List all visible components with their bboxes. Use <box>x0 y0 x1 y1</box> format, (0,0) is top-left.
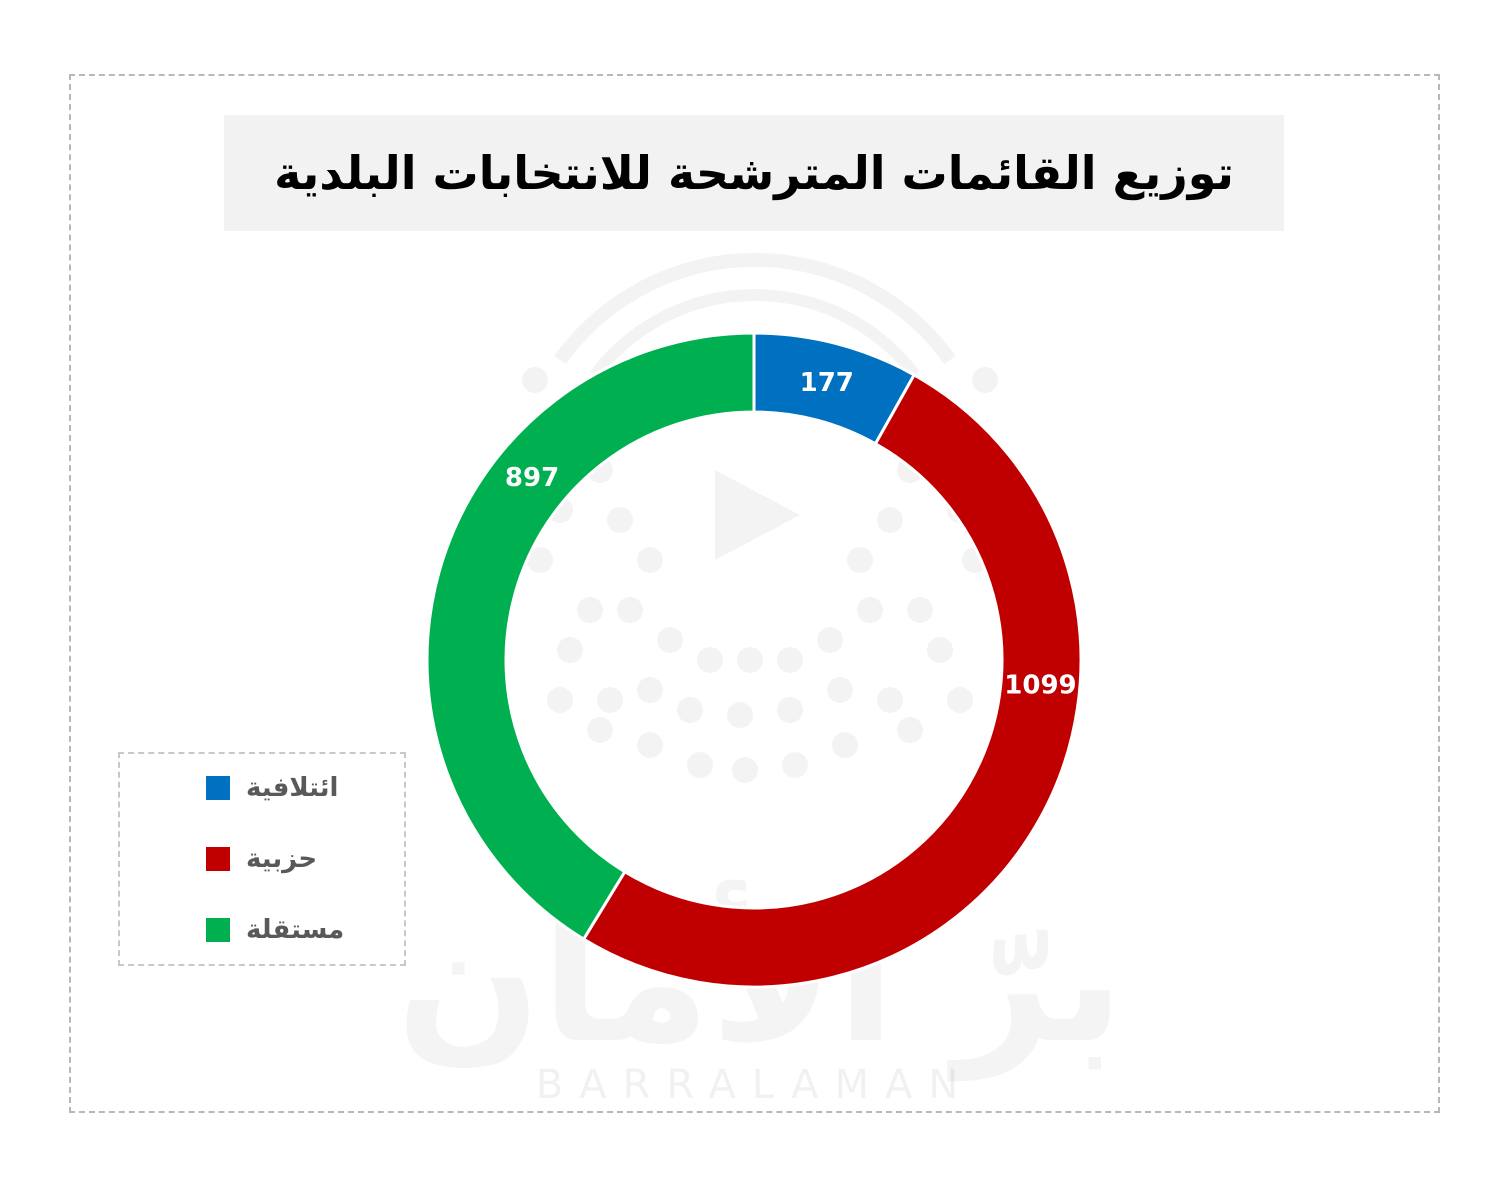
watermark-dot <box>777 647 803 673</box>
watermark-dot <box>737 647 763 673</box>
watermark-dot <box>732 757 758 783</box>
legend-item-independent: مستقلة <box>206 910 344 950</box>
watermark-dot <box>522 367 548 393</box>
watermark-dot <box>557 637 583 663</box>
watermark-dot <box>687 752 713 778</box>
data-label-independent: 897 <box>505 463 559 493</box>
legend-label-independent: مستقلة <box>246 915 345 945</box>
data-label-partisan: 1099 <box>1004 670 1076 700</box>
watermark-dot <box>877 507 903 533</box>
legend-swatch-partisan <box>206 847 230 871</box>
watermark-dot <box>607 507 633 533</box>
watermark-dot <box>832 732 858 758</box>
watermark-dot <box>577 597 603 623</box>
watermark-dot <box>907 597 933 623</box>
legend-label-partisan: حزبية <box>246 844 318 874</box>
watermark-dot <box>637 677 663 703</box>
chart-frame <box>69 74 1440 1113</box>
legend-label-coalition: ائتلافية <box>246 773 339 803</box>
watermark-dot <box>677 697 703 723</box>
watermark-brand-latin: BARRALAMAN <box>536 1062 975 1108</box>
watermark-dot <box>657 627 683 653</box>
watermark-dot <box>972 367 998 393</box>
watermark-dot <box>547 687 573 713</box>
watermark-dot <box>927 637 953 663</box>
legend-swatch-coalition <box>206 776 230 800</box>
legend-item-coalition: ائتلافية <box>206 768 338 808</box>
watermark-dot <box>847 547 873 573</box>
watermark-dot <box>637 732 663 758</box>
data-label-coalition: 177 <box>800 368 854 398</box>
watermark-dot <box>777 697 803 723</box>
watermark-dot <box>817 627 843 653</box>
watermark-dot <box>877 687 903 713</box>
watermark-dot <box>597 687 623 713</box>
watermark-dot <box>727 702 753 728</box>
watermark-dot <box>637 547 663 573</box>
watermark-dot <box>697 647 723 673</box>
watermark-dot <box>827 677 853 703</box>
watermark-dot <box>897 717 923 743</box>
legend-swatch-independent <box>206 918 230 942</box>
watermark-dot <box>587 717 613 743</box>
donut-slice-partisan <box>581 372 1083 989</box>
watermark-dot <box>947 687 973 713</box>
chart-title: توزيع القائمات المترشحة للانتخابات البلد… <box>274 146 1234 200</box>
watermark-dot <box>527 547 553 573</box>
watermark-dot <box>857 597 883 623</box>
legend-item-partisan: حزبية <box>206 839 317 879</box>
donut-slice-independent <box>425 331 756 942</box>
watermark-dot <box>782 752 808 778</box>
watermark-dot <box>617 597 643 623</box>
title-banner: توزيع القائمات المترشحة للانتخابات البلد… <box>224 115 1284 231</box>
legend: ائتلافية حزبية مستقلة <box>118 752 406 966</box>
